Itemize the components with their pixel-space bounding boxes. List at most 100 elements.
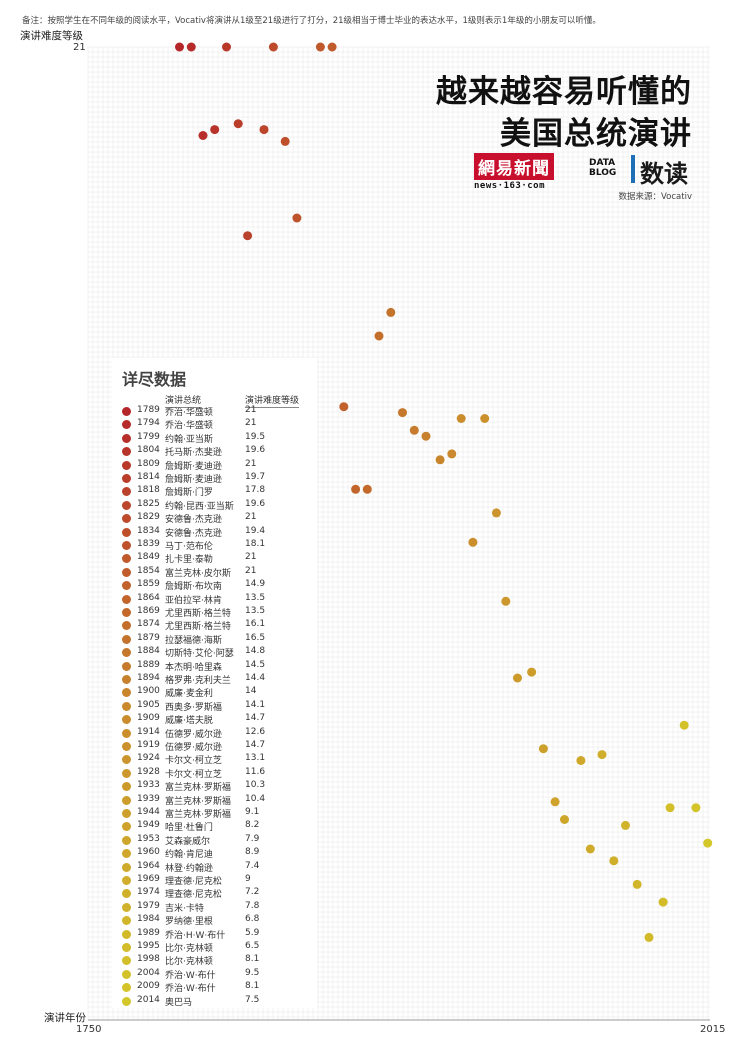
row-year: 1964 [137,860,160,871]
data-point-1974 [609,856,619,866]
table-row: 1859 詹姆斯·布坎南 14.9 [112,579,317,592]
table-row: 1979 吉米·卡特 7.8 [112,901,317,914]
y-tick-label-21: 21 [73,42,86,53]
table-row: 1905 西奥多·罗斯福 14.1 [112,700,317,713]
row-level: 8.1 [245,981,260,992]
data-point-1834 [280,136,290,146]
x-axis-label: 演讲年份 [44,1012,86,1024]
row-year: 2014 [137,994,160,1005]
row-year: 1995 [137,941,160,951]
legend-dot [122,688,131,698]
row-level: 16.1 [245,619,266,630]
row-level: 11.6 [245,766,266,777]
table-row: 2009 乔治·W·布什 8.1 [112,981,317,994]
legend-dot [122,567,131,577]
data-point-1859 [339,402,349,412]
row-level: 8.2 [245,820,260,831]
panel-title: 详尽数据 [122,370,187,389]
table-row: 1928 卡尔文·柯立芝 11.6 [112,767,317,780]
row-year: 1924 [137,753,160,764]
row-president: 理查德·尼克松 [165,877,222,887]
data-point-1944 [538,744,548,754]
legend-dot [122,661,131,671]
data-point-1995 [658,897,668,907]
legend-dot [122,755,131,765]
row-year: 1909 [137,713,160,724]
row-level: 6.8 [245,914,260,925]
legend-dot [122,527,131,537]
column-header-president: 演讲总统 [165,393,202,408]
row-level: 14.9 [245,579,266,590]
legend-dot [122,594,131,604]
row-president: 伍德罗·威尔逊 [165,743,222,753]
row-level: 19.6 [245,498,266,509]
row-president: 亚伯拉罕·林肯 [165,595,222,606]
row-president: 格罗弗·克利夫兰 [165,676,231,686]
row-president: 詹姆斯·麦迪逊 [165,461,222,472]
chart-title-line-1: 越来越容易听懂的 [436,74,692,110]
row-level: 21 [245,458,257,469]
row-year: 1794 [137,418,160,429]
row-level: 12.6 [245,726,266,737]
row-year: 1894 [137,673,160,683]
legend-dot [122,500,131,510]
row-level: 5.9 [245,927,260,938]
legend-dot [122,969,131,979]
row-year: 1834 [137,525,160,536]
row-level: 10.3 [245,780,266,791]
row-year: 1869 [137,606,160,616]
row-level: 21 [245,565,257,576]
row-year: 1984 [137,914,160,925]
table-row: 1964 林登·约翰逊 7.4 [112,861,317,874]
data-point-1989 [644,932,654,942]
table-row: 1834 安德鲁·杰克逊 19.4 [112,526,317,539]
table-row: 1804 托马斯·杰斐逊 19.6 [112,445,317,458]
table-row: 1924 卡尔文·柯立芝 13.1 [112,753,317,766]
data-point-2009 [691,803,701,813]
row-year: 1905 [137,699,160,710]
row-level: 13.5 [245,592,266,603]
row-president: 尤里西斯·格兰特 [165,622,231,633]
row-year: 1879 [137,632,160,643]
legend-dot [122,916,131,926]
shudu-logo: 数读 [640,160,688,188]
data-point-1829 [268,42,278,52]
row-year: 1859 [137,579,160,590]
row-year: 1989 [137,927,160,938]
row-president: 富兰克林·罗斯福 [165,783,231,794]
data-point-1879 [386,307,396,317]
row-level: 17.8 [245,485,266,496]
legend-dot [122,742,131,751]
table-row: 1799 约翰·亚当斯 19.5 [112,432,317,445]
data-point-1794 [186,42,196,52]
legend-dot [122,701,131,711]
row-year: 1809 [137,458,160,469]
row-level: 9.1 [245,807,260,817]
legend-dot [122,768,131,778]
row-president: 卡尔文·柯立芝 [165,769,222,780]
data-point-1804 [210,125,220,135]
row-year: 1928 [137,766,160,777]
row-president: 乔治·华盛顿 [165,421,213,432]
data-point-1933 [513,673,522,683]
row-year: 1953 [137,833,160,844]
legend-dot [122,728,131,738]
legend-dot [122,822,131,832]
row-year: 1914 [137,726,160,737]
data-point-1814 [233,119,243,129]
data-point-1984 [632,879,642,889]
row-level: 14.7 [245,740,266,750]
row-level: 19.7 [245,472,266,482]
row-level: 14.4 [245,673,266,683]
row-president: 詹姆斯·麦迪逊 [165,475,222,485]
data-point-1979 [621,820,630,830]
table-row: 1974 理查德·尼克松 7.2 [112,887,317,900]
row-level: 14.5 [245,659,266,670]
datablog-logo-text: DATA BLOG [589,158,617,178]
row-president: 乔治·H·W·布什 [165,930,226,941]
row-president: 威廉·塔夫脱 [165,716,213,727]
row-year: 1814 [137,472,160,482]
table-row: 1849 扎卡里·泰勒 21 [112,552,317,565]
row-level: 16.5 [245,632,266,643]
row-president: 比尔·克林顿 [165,957,213,968]
